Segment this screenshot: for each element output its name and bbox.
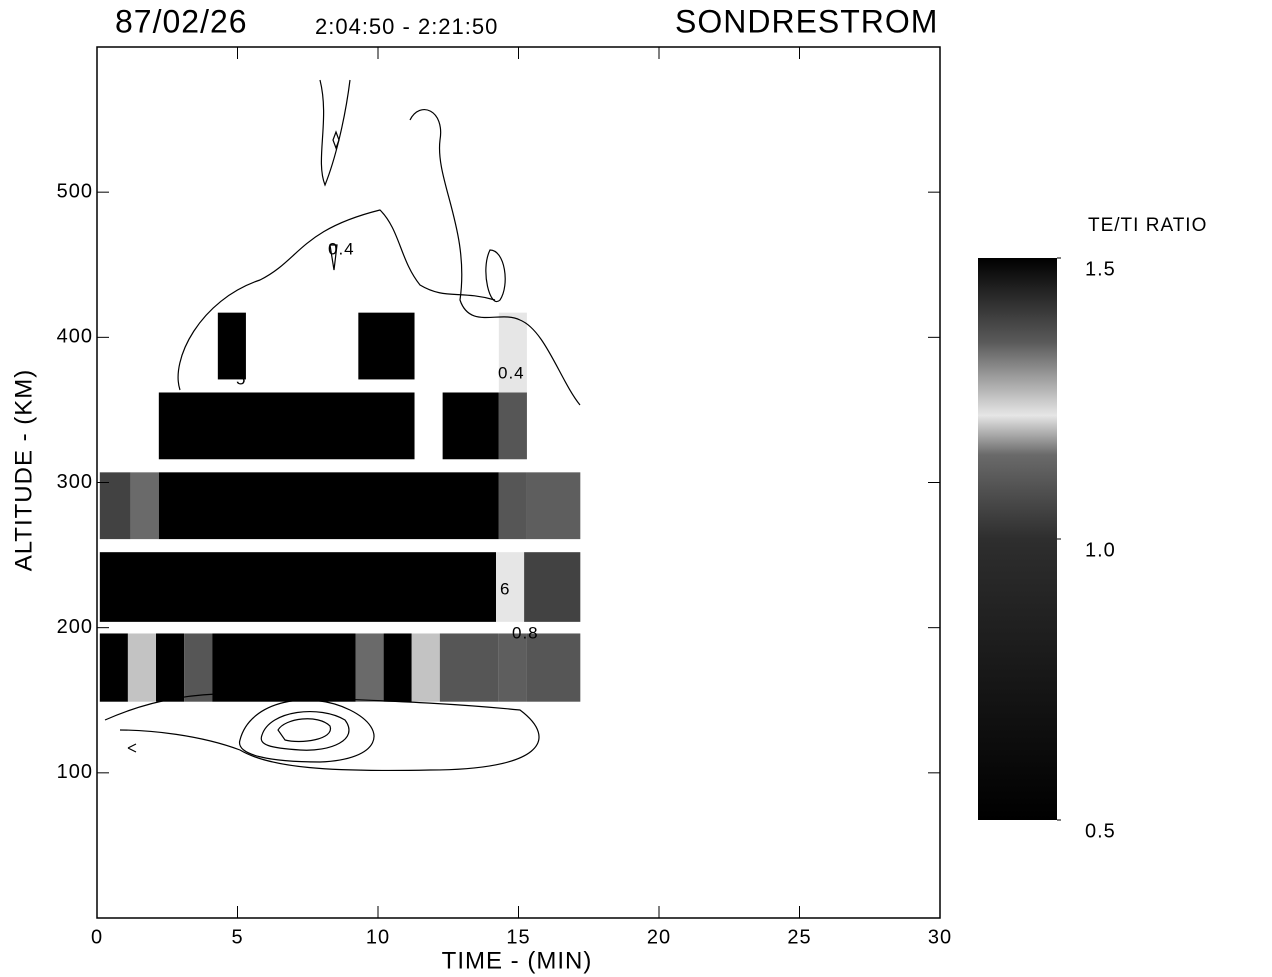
contour-line: [177, 209, 496, 391]
x-tick-label: 15: [506, 926, 530, 948]
cell: [212, 633, 356, 702]
contour-line: [277, 718, 331, 743]
contours: [104, 79, 581, 772]
y-tick-label: 100: [57, 761, 93, 783]
contour-label: 5: [236, 369, 246, 388]
colorbar-tick-label: 1.0: [1085, 539, 1116, 561]
cell: [217, 312, 246, 380]
cell: [130, 472, 159, 540]
contour-line: [409, 109, 581, 406]
cell: [358, 312, 415, 380]
cell: [496, 552, 525, 622]
y-tick-label: 400: [57, 326, 93, 348]
cell: [99, 633, 128, 702]
contour-line: [260, 710, 350, 751]
x-axis-label: TIME - (MIN): [442, 947, 593, 974]
x-tick-label: 5: [231, 926, 243, 948]
contour-line: [319, 79, 351, 187]
station: SONDRESTROM: [675, 3, 938, 39]
contour-line: [485, 249, 506, 303]
cell: [411, 633, 440, 702]
x-tick-label: 30: [928, 926, 952, 948]
contour-line: [332, 130, 340, 150]
cell: [498, 312, 527, 393]
x-tick-label: 20: [647, 926, 671, 948]
x-tick-label: 10: [366, 926, 390, 948]
y-tick-label: 300: [57, 471, 93, 493]
cell: [158, 472, 499, 540]
chart-title: 87/02/26: [115, 3, 248, 39]
contour-label: 6: [500, 579, 510, 598]
cell: [99, 552, 497, 622]
contour-label: 0.8: [512, 623, 539, 642]
x-tick-label: 0: [91, 926, 103, 948]
chart-subtitle: 2:04:50 - 2:21:50: [315, 14, 498, 39]
cell: [526, 633, 581, 702]
contour-line: [127, 743, 137, 753]
cell: [498, 633, 527, 702]
cell: [158, 392, 415, 460]
colorbar: [978, 258, 1057, 820]
cell: [442, 392, 499, 460]
contour-label: 0.4: [328, 239, 355, 258]
y-tick-label: 200: [57, 616, 93, 638]
colorbar-title: TE/TI RATIO: [1088, 215, 1207, 236]
y-tick-label: 500: [57, 180, 93, 202]
cells: [99, 312, 581, 702]
cell: [498, 392, 527, 460]
cell: [439, 633, 499, 702]
cell: [156, 633, 185, 702]
cell: [184, 633, 213, 702]
cell: [383, 633, 412, 702]
cell: [524, 552, 581, 622]
cell: [127, 633, 157, 702]
cell: [99, 472, 131, 540]
x-tick-label: 25: [787, 926, 811, 948]
colorbar-tick-label: 0.5: [1085, 820, 1116, 842]
colorbar-tick-label: 1.5: [1085, 258, 1116, 280]
contour-line: [104, 693, 540, 772]
cell: [526, 472, 581, 540]
contour-label: 0.4: [498, 363, 525, 382]
y-axis-label: ALTITUDE - (KM): [10, 369, 37, 572]
cell: [498, 472, 527, 540]
contour-line: [239, 699, 375, 763]
contour-line: [329, 244, 338, 271]
cell: [355, 633, 384, 702]
